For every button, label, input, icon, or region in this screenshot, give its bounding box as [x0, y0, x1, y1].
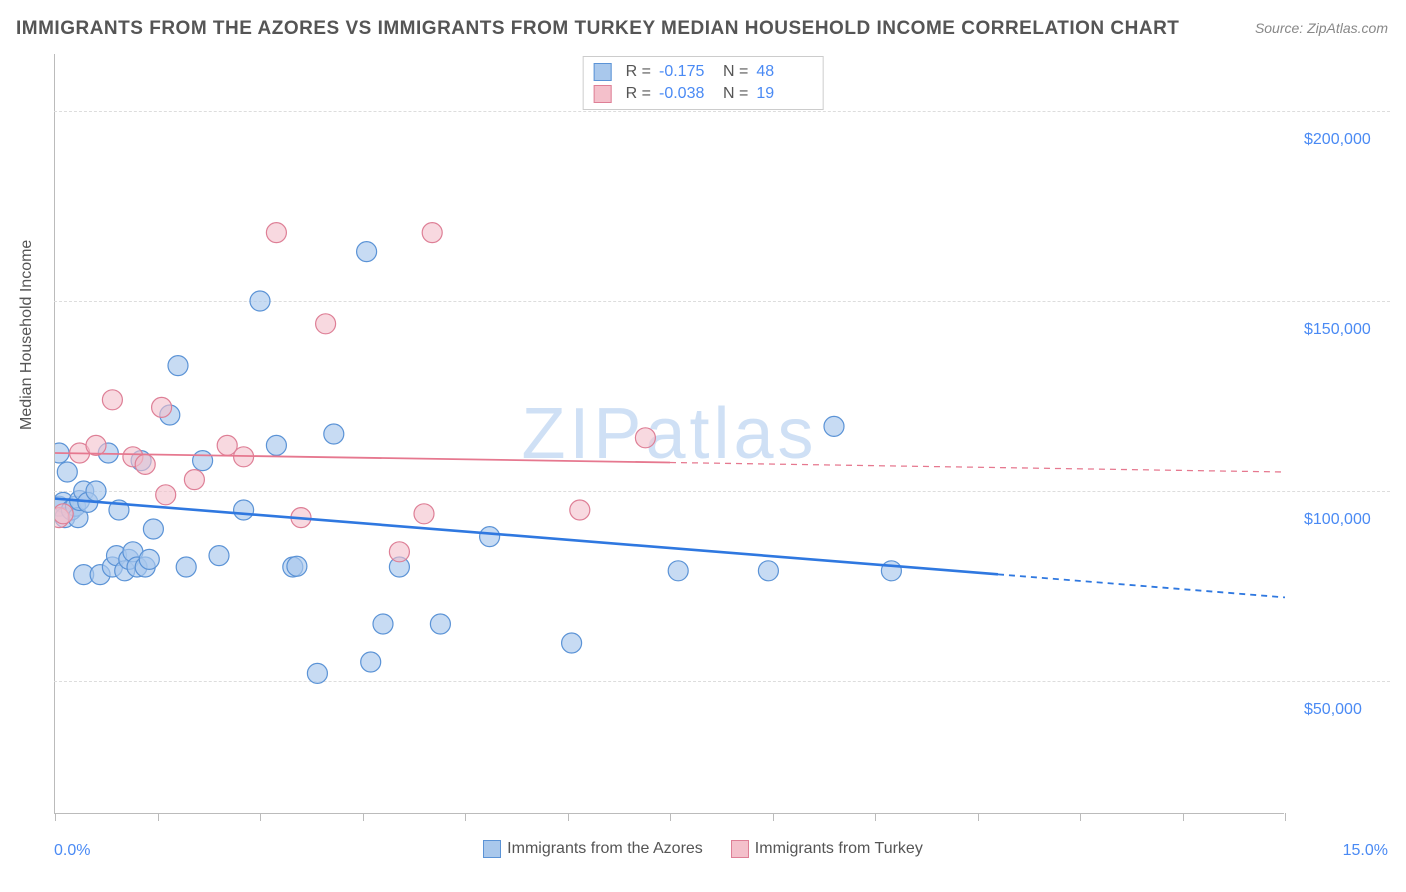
- scatter-point-azores: [881, 561, 901, 581]
- scatter-point-azores: [480, 527, 500, 547]
- x-tick: [260, 813, 261, 821]
- scatter-point-azores: [824, 416, 844, 436]
- x-tick: [568, 813, 569, 821]
- y-tick-label: $100,000: [1304, 511, 1371, 529]
- x-tick: [465, 813, 466, 821]
- correlation-legend: R = -0.175 N = 48 R = -0.038 N = 19: [583, 56, 824, 110]
- scatter-point-turkey: [156, 485, 176, 505]
- scatter-point-azores: [373, 614, 393, 634]
- x-tick: [1080, 813, 1081, 821]
- y-tick-label: $150,000: [1304, 321, 1371, 339]
- legend-swatch: [594, 85, 612, 103]
- scatter-point-azores: [168, 356, 188, 376]
- n-label: N =: [723, 63, 748, 81]
- legend-item-azores: Immigrants from the Azores: [483, 840, 703, 858]
- scatter-point-azores: [209, 546, 229, 566]
- scatter-svg: [55, 54, 1285, 814]
- legend-label: Immigrants from the Azores: [507, 840, 703, 857]
- scatter-point-azores: [562, 633, 582, 653]
- scatter-point-azores: [139, 549, 159, 569]
- scatter-point-azores: [324, 424, 344, 444]
- scatter-point-azores: [234, 500, 254, 520]
- chart-plot-area: ZIPatlas: [54, 54, 1284, 814]
- n-value: 48: [756, 63, 812, 81]
- x-tick: [1285, 813, 1286, 821]
- scatter-point-turkey: [102, 390, 122, 410]
- trendline-dashed-azores: [998, 574, 1285, 597]
- scatter-point-turkey: [152, 397, 172, 417]
- legend-swatch: [483, 840, 501, 858]
- x-tick: [670, 813, 671, 821]
- scatter-point-turkey: [135, 454, 155, 474]
- scatter-point-turkey: [389, 542, 409, 562]
- scatter-point-turkey: [266, 223, 286, 243]
- legend-item-turkey: Immigrants from Turkey: [731, 840, 923, 858]
- trendline-azores: [55, 499, 998, 575]
- scatter-point-azores: [758, 561, 778, 581]
- y-tick-label: $200,000: [1304, 131, 1371, 149]
- n-value: 19: [756, 85, 812, 103]
- legend-swatch: [594, 63, 612, 81]
- legend-swatch: [731, 840, 749, 858]
- r-value: -0.038: [659, 85, 715, 103]
- n-label: N =: [723, 85, 748, 103]
- x-tick: [978, 813, 979, 821]
- scatter-point-azores: [250, 291, 270, 311]
- scatter-point-azores: [357, 242, 377, 262]
- scatter-point-turkey: [570, 500, 590, 520]
- scatter-point-azores: [176, 557, 196, 577]
- trendline-dashed-turkey: [670, 463, 1285, 473]
- y-tick-label: $50,000: [1304, 701, 1362, 719]
- scatter-point-azores: [361, 652, 381, 672]
- r-label: R =: [626, 63, 651, 81]
- scatter-point-turkey: [316, 314, 336, 334]
- scatter-point-azores: [57, 462, 77, 482]
- scatter-point-azores: [143, 519, 163, 539]
- scatter-point-turkey: [55, 504, 73, 524]
- series-legend: Immigrants from the Azores Immigrants fro…: [0, 840, 1406, 858]
- x-tick: [363, 813, 364, 821]
- scatter-point-azores: [307, 663, 327, 683]
- scatter-point-turkey: [635, 428, 655, 448]
- scatter-point-turkey: [422, 223, 442, 243]
- scatter-point-turkey: [86, 435, 106, 455]
- x-tick: [773, 813, 774, 821]
- x-tick: [875, 813, 876, 821]
- scatter-point-azores: [266, 435, 286, 455]
- x-tick: [158, 813, 159, 821]
- x-tick: [1183, 813, 1184, 821]
- r-value: -0.175: [659, 63, 715, 81]
- correlation-legend-row: R = -0.175 N = 48: [594, 61, 813, 83]
- scatter-point-turkey: [414, 504, 434, 524]
- scatter-point-azores: [430, 614, 450, 634]
- scatter-point-azores: [193, 451, 213, 471]
- scatter-point-azores: [287, 556, 307, 576]
- y-axis-label: Median Household Income: [18, 240, 36, 430]
- source-label: Source: ZipAtlas.com: [1255, 20, 1388, 36]
- scatter-point-azores: [86, 481, 106, 501]
- r-label: R =: [626, 85, 651, 103]
- x-tick: [55, 813, 56, 821]
- scatter-point-turkey: [184, 470, 204, 490]
- chart-title: IMMIGRANTS FROM THE AZORES VS IMMIGRANTS…: [16, 18, 1179, 40]
- legend-label: Immigrants from Turkey: [755, 840, 923, 857]
- scatter-point-azores: [668, 561, 688, 581]
- correlation-legend-row: R = -0.038 N = 19: [594, 83, 813, 105]
